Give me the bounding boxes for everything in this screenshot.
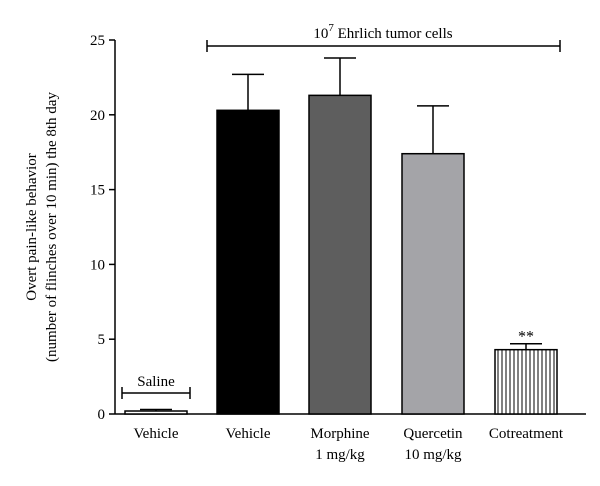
saline-bracket: Saline xyxy=(121,374,191,399)
error-bar-3 xyxy=(417,105,449,154)
error-bar-1 xyxy=(232,73,264,111)
significance-marker: ** xyxy=(518,329,534,346)
saline-label: Saline xyxy=(137,374,175,390)
y-axis-label-line1: Overt pain-like behavior xyxy=(24,153,40,300)
error-bars xyxy=(140,57,542,412)
bar-1 xyxy=(216,109,280,415)
category-label-3: Quercetin xyxy=(403,426,463,442)
error-bar-4 xyxy=(510,342,542,350)
bar-3 xyxy=(401,152,465,415)
bar-0 xyxy=(124,410,188,415)
category-label-2: Morphine xyxy=(310,426,370,442)
category-sublabel-3: 10 mg/kg xyxy=(404,447,462,463)
error-bar-2 xyxy=(324,57,356,96)
bar-4 xyxy=(494,348,558,415)
y-tick-label: 15 xyxy=(90,183,105,199)
category-labels: Vehicle Vehicle Morphine 1 mg/kg Quercetin 10… xyxy=(134,426,564,463)
tumor-cells-label: 107 Ehrlich tumor cells xyxy=(313,22,452,42)
bars xyxy=(124,94,558,415)
category-label-4: Cotreatment xyxy=(489,426,564,442)
y-ticks: 0 5 10 15 20 25 xyxy=(90,33,115,423)
error-bar-0 xyxy=(140,408,172,412)
y-axis-label: Overt pain-like behavior (number of flin… xyxy=(24,92,60,362)
category-label-1: Vehicle xyxy=(226,426,271,442)
y-tick-label: 25 xyxy=(90,33,105,49)
y-tick-label: 5 xyxy=(98,332,106,348)
y-tick-label: 20 xyxy=(90,108,105,124)
bar-2 xyxy=(308,94,372,415)
category-label-0: Vehicle xyxy=(134,426,179,442)
category-sublabel-2: 1 mg/kg xyxy=(315,447,365,463)
y-tick-label: 10 xyxy=(90,257,105,273)
y-tick-label: 0 xyxy=(98,407,106,423)
tumor-cells-bracket: 107 Ehrlich tumor cells xyxy=(206,22,561,52)
y-axis-label-line2: (number of flinches over 10 min) the 8th… xyxy=(44,92,60,362)
